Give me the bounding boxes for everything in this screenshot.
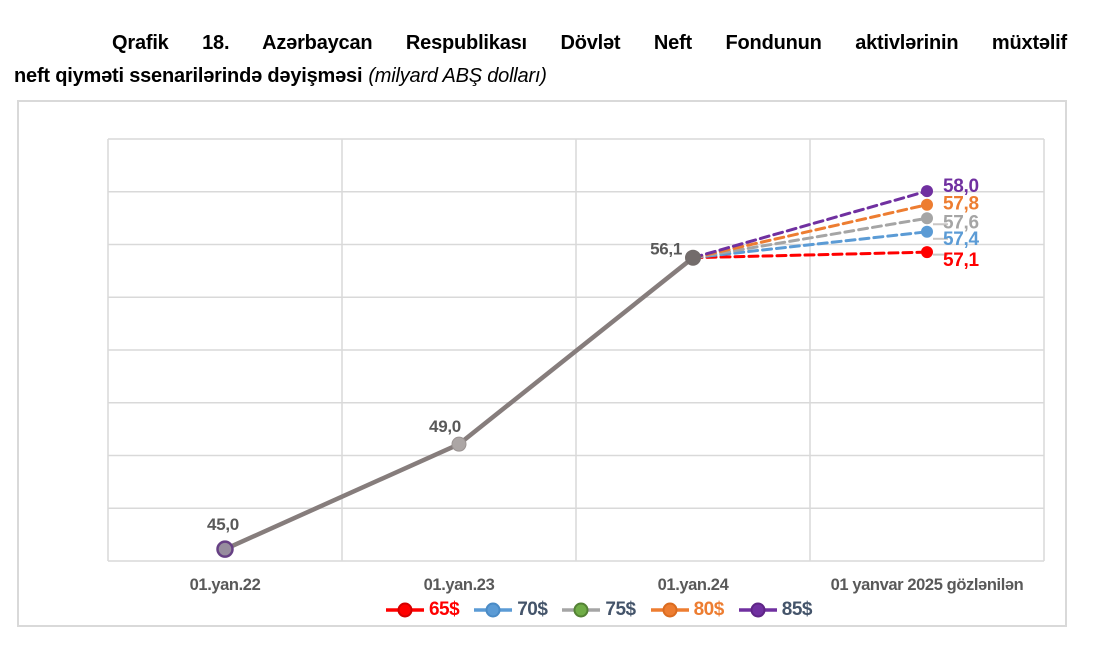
legend-item-75$: 75$	[562, 599, 636, 621]
scenario-line-85$	[691, 189, 929, 260]
chart-title-line-1: Qrafik 18. Azərbaycan Respublikası Dövlə…	[112, 32, 1067, 54]
data-point-marker-01.yan.24	[685, 249, 701, 266]
data-label: 56,1	[650, 240, 682, 259]
legend-marker	[485, 602, 501, 618]
scenario-endpoint-marker-85$	[921, 185, 933, 198]
chart-title-line-2: neft qiyməti ssenarilərində dəyişməsi (mi…	[14, 60, 1067, 93]
chart-legend: 65$ 70$ 75$ 80$ 85$	[108, 595, 1044, 625]
chart-panel: 45,0 49,0 56,1 57,1 57,4 57,6 57,8 58,0 01.yan.2…	[17, 100, 1067, 627]
legend-item-70$: 70$	[474, 599, 548, 621]
data-point-marker-01.yan.22	[216, 540, 234, 558]
scenario-value-label-75$: 57,6	[943, 212, 979, 233]
x-axis-label: 01 yanvar 2025 gözlənilən	[831, 576, 1024, 594]
scenario-value-label-65$: 57,1	[943, 250, 980, 271]
chart-title: Qrafik 18. Azərbaycan Respublikası Dövlə…	[14, 27, 1067, 93]
scenario-value-label-70$: 57,4	[943, 229, 980, 250]
data-label: 49,0	[429, 417, 461, 436]
legend-marker	[397, 602, 413, 618]
x-axis-label: 01.yan.23	[424, 576, 495, 594]
legend-marker	[750, 602, 766, 618]
line-chart: 45,0 49,0 56,1 57,157,457,657,858,0 01.yan.2…	[107, 138, 1045, 594]
legend-item-65$: 65$	[385, 599, 460, 621]
legend-label: 75$	[605, 599, 636, 620]
legend-swatch-icon	[738, 602, 777, 618]
legend-marker	[662, 602, 678, 618]
legend-swatch-icon	[385, 602, 424, 618]
legend-swatch-icon	[562, 602, 601, 618]
legend-swatch-icon	[650, 602, 689, 618]
chart-title-units: (milyard ABŞ dolları)	[368, 65, 547, 87]
data-point-marker-01.yan.23	[451, 436, 467, 452]
scenario-endpoint-marker-75$	[921, 212, 933, 225]
x-axis-label: 01.yan.24	[658, 576, 730, 594]
legend-item-80$: 80$	[650, 599, 725, 621]
legend-label: 80$	[693, 599, 725, 620]
legend-label: 65$	[428, 599, 460, 620]
scenario-line-65$	[691, 250, 929, 260]
legend-label: 70$	[517, 599, 548, 620]
scenario-value-label-80$: 57,8	[943, 194, 979, 215]
legend-marker	[573, 602, 589, 618]
legend-swatch-icon	[474, 602, 513, 618]
scenario-endpoint-marker-80$	[921, 198, 933, 211]
x-axis-label: 01.yan.22	[190, 576, 261, 594]
scenario-line-80$	[691, 203, 929, 260]
scenario-value-label-85$: 58,0	[943, 176, 979, 197]
scenario-endpoint-marker-65$	[921, 246, 933, 259]
chart-title-line-2-bold: neft qiyməti ssenarilərində dəyişməsi	[14, 65, 363, 87]
data-label: 45,0	[207, 515, 239, 534]
legend-item-85$: 85$	[738, 599, 813, 621]
scenario-endpoint-marker-70$	[921, 225, 933, 238]
scenario-line-70$	[691, 230, 929, 260]
legend-label: 85$	[781, 599, 813, 620]
scenario-line-75$	[691, 216, 929, 260]
